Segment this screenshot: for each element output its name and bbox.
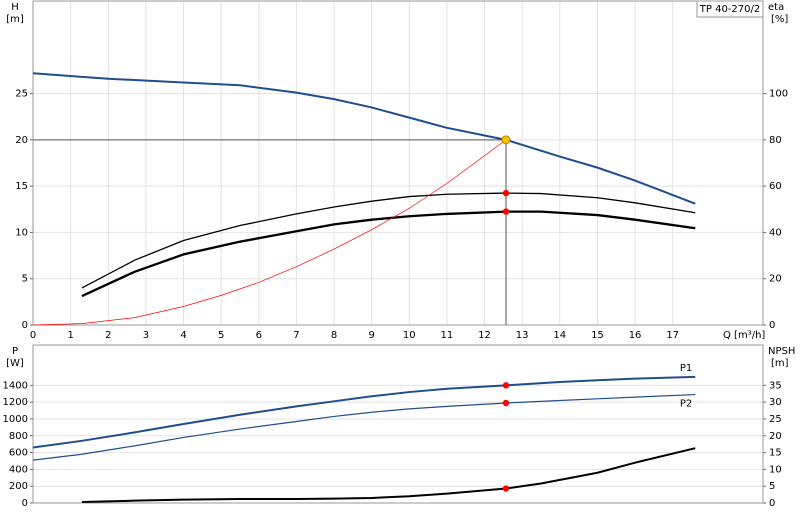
curve [32,375,696,449]
y2-tick-label: 30 [769,397,782,408]
curve [32,139,507,326]
y-tick-label: 1000 [3,414,28,425]
y-tick-label: 200 [9,481,28,492]
y-tick-label: 10 [15,227,28,238]
x-tick-label: 8 [331,330,337,341]
x-tick-label: 5 [218,330,224,341]
y-tick-label: 1200 [3,397,28,408]
x-tick-label: 15 [591,330,604,341]
y2-tick-label: 80 [769,135,782,146]
x-tick-label: 0 [30,330,36,341]
x-tick-label: 11 [441,330,454,341]
y-tick-label: 25 [15,89,28,100]
curve-label: P1 [680,363,692,374]
y-label: H [11,2,19,13]
x-tick-label: 12 [478,330,491,341]
y2-tick-label: 35 [769,380,782,391]
y-tick-label: 20 [15,135,28,146]
x-tick-label: 16 [629,330,642,341]
y-tick-label: 600 [9,448,28,459]
x-label: Q [m³/h] [723,330,765,341]
y2-tick-label: 5 [769,481,775,492]
y-label: P [12,346,18,357]
y2-tick-label: 40 [769,227,782,238]
y2-tick-label: 60 [769,181,782,192]
y2-tick-label: 100 [769,89,788,100]
y-tick-label: 0 [22,320,28,331]
point [502,485,510,492]
x-tick-label: 13 [516,330,529,341]
y2-tick-label: 10 [769,464,782,475]
x-tick-label: 14 [553,330,566,341]
curve [81,192,696,289]
chart-title: TP 40-270/2 [699,4,760,15]
x-tick-label: 10 [403,330,416,341]
title-box [696,0,764,18]
plot-frame [32,0,764,326]
y-tick-label: 400 [9,464,28,475]
curve [81,447,696,503]
y2-tick-label: 0 [769,498,775,509]
y2-tick-label: 20 [769,274,782,285]
y2-tick-label: 0 [769,320,775,331]
y2-unit: [m] [771,358,789,369]
x-tick-label: 6 [256,330,262,341]
plot-frame [32,344,764,504]
y-tick-label: 1400 [3,380,28,391]
x-tick-label: 7 [293,330,299,341]
y-unit: [m] [6,14,24,25]
point [502,382,510,389]
y2-label: NPSH [768,346,795,357]
y2-tick-label: 25 [769,414,782,425]
x-tick-label: 4 [180,330,186,341]
x-tick-label: 1 [67,330,73,341]
y2-tick-label: 20 [769,431,782,442]
y-tick-label: 5 [22,274,28,285]
curve [32,393,696,461]
y-tick-label: 15 [15,181,28,192]
x-tick-label: 17 [666,330,679,341]
y-unit: [W] [6,358,24,369]
x-tick-label: 3 [143,330,149,341]
x-tick-label: 9 [368,330,374,341]
curve [81,210,696,298]
y2-tick-label: 15 [769,448,782,459]
curve [32,72,696,205]
y2-label: eta [768,2,784,13]
y2-unit: [%] [771,14,788,25]
point [502,189,510,197]
point [502,208,510,215]
duty-point [501,135,511,145]
point [502,399,510,407]
y-tick-label: 0 [22,498,28,509]
curve-label: P2 [680,399,692,410]
x-tick-label: 2 [105,330,111,341]
y-tick-label: 800 [9,431,28,442]
